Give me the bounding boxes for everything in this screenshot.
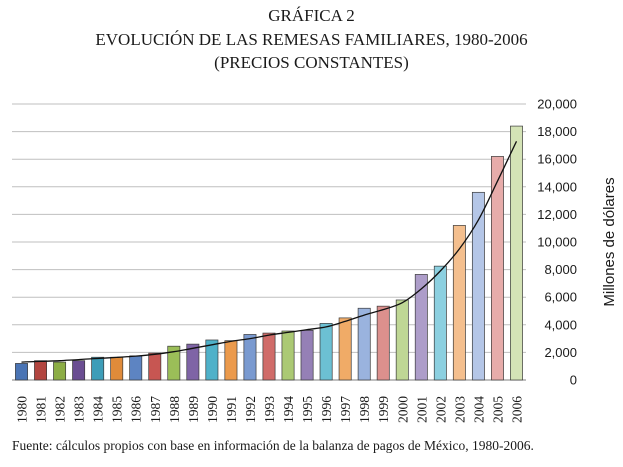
y-tick-label: 10,000 [537,235,577,250]
x-tick-label: 1996 [319,396,334,423]
source-note: Fuente: cálculos propios con base en inf… [12,438,534,453]
bar-1993 [262,332,276,381]
x-tick-label: 1994 [281,396,296,423]
x-tick-label: 1992 [243,396,258,423]
bar-2005 [491,156,504,381]
y-tick-label: 4,000 [544,317,577,332]
y-tick-label: 12,000 [537,207,577,222]
bar-1985 [110,356,124,381]
x-tick-label: 1981 [34,396,49,423]
y-tick-label: 0 [570,373,577,388]
y-tick-label: 2,000 [544,345,577,360]
bar-1988 [167,345,181,381]
x-tick-label: 1982 [53,396,68,423]
bar-1980 [15,363,28,381]
x-tick-label: 1983 [72,396,87,423]
x-tick-label: 1980 [15,396,30,423]
x-tick-label: 1988 [167,396,182,423]
bar-1999 [376,305,390,381]
bar-1986 [129,355,143,381]
x-tick-label: 2000 [395,396,410,423]
x-tick-label: 1987 [148,396,163,423]
bar-1981 [34,360,47,381]
bar-1991 [224,340,238,381]
bar-2003 [452,225,466,381]
bar-1994 [281,330,295,381]
bar-1990 [205,339,219,381]
x-tick-label: 2001 [414,396,429,423]
bar-1982 [53,361,67,381]
bar-2006 [510,125,523,381]
x-tick-label: 2004 [471,396,486,423]
y-tick-label: 8,000 [544,262,577,277]
y-tick-label: 14,000 [537,179,577,194]
x-tick-label: 1997 [338,396,353,423]
x-tick-label: 1999 [376,396,391,423]
x-tick-label: 1985 [110,396,125,423]
y-axis-label: Millones de dólares [601,177,618,306]
chart-figure-number: GRÁFICA 2 [268,6,355,25]
bar-2000 [395,299,409,381]
x-tick-label: 1995 [300,396,315,423]
bar-2002 [433,265,447,381]
bar-2001 [414,274,428,381]
x-tick-label: 2003 [452,396,467,423]
bar-1984 [91,356,105,381]
bar-1998 [357,307,371,381]
chart-subtitle: (PRECIOS CONSTANTES) [214,53,409,72]
bar-2004 [471,191,485,381]
bar-1992 [243,334,257,381]
y-tick-label: 6,000 [544,290,577,305]
x-tick-label: 1991 [224,396,239,423]
bar-1996 [319,323,333,381]
trend-line [21,141,518,363]
x-tick-label: 1989 [186,396,201,423]
bar-1983 [72,360,86,381]
bar-1987 [148,352,162,381]
x-tick-label: 1998 [357,396,372,423]
x-tick-label: 1990 [205,396,220,423]
bar-1989 [186,343,200,381]
chart-title: EVOLUCIÓN DE LAS REMESAS FAMILIARES, 198… [95,30,528,49]
y-tick-label: 18,000 [537,124,577,139]
x-tick-label: 1993 [262,396,277,423]
y-tick-label: 20,000 [537,97,577,112]
x-tick-label: 2005 [490,396,505,423]
x-tick-label: 1986 [129,396,144,423]
bar-1995 [300,329,314,381]
y-tick-label: 16,000 [537,152,577,167]
x-tick-label: 1984 [91,396,106,423]
x-tick-label: 2002 [433,396,448,423]
x-tick-label: 2006 [509,396,524,423]
bar-1997 [338,317,352,381]
